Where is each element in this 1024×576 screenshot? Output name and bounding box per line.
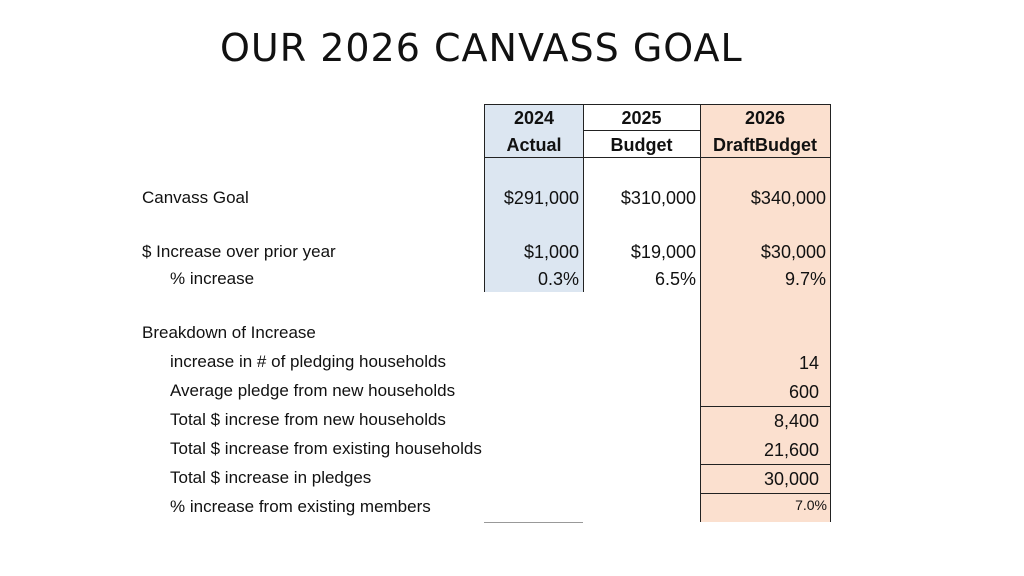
breakdown-value: 600 — [700, 382, 819, 403]
breakdown-value: 30,000 — [700, 469, 819, 490]
breakdown-label: % increase from existing members — [170, 497, 431, 517]
breakdown-divider-3 — [700, 493, 831, 494]
header-2025-label: Budget — [583, 135, 700, 156]
pct-increase-2024: 0.3% — [484, 269, 579, 290]
breakdown-divider-2 — [700, 464, 831, 465]
header-2026-label: DraftBudget — [700, 135, 830, 156]
header-2026-year: 2026 — [700, 108, 830, 129]
header-top-border — [484, 104, 831, 105]
breakdown-value: 7.0% — [700, 497, 827, 513]
col-2026-right-border — [830, 104, 831, 522]
canvass-goal-2025: $310,000 — [583, 188, 696, 209]
breakdown-divider-1 — [700, 406, 831, 407]
header-mid-border — [583, 130, 700, 131]
pct-increase-label: % increase — [170, 269, 254, 289]
col-2024-bottom-stub — [484, 522, 583, 523]
header-2025-year: 2025 — [583, 108, 700, 129]
breakdown-label: increase in # of pledging households — [170, 352, 446, 372]
increase-2025: $19,000 — [583, 242, 696, 263]
breakdown-value: 21,600 — [700, 440, 819, 461]
canvass-goal-2026: $340,000 — [700, 188, 826, 209]
breakdown-label: Average pledge from new households — [170, 381, 455, 401]
header-2024-year: 2024 — [484, 108, 584, 129]
increase-2024: $1,000 — [484, 242, 579, 263]
breakdown-value: 8,400 — [700, 411, 819, 432]
breakdown-label: Total $ increase from existing household… — [170, 439, 482, 459]
canvass-goal-label: Canvass Goal — [142, 188, 249, 208]
pct-increase-2025: 6.5% — [583, 269, 696, 290]
page-title: OUR 2026 CANVASS GOAL — [220, 26, 743, 70]
canvass-goal-2024: $291,000 — [484, 188, 579, 209]
breakdown-value: 14 — [700, 353, 819, 374]
increase-label: $ Increase over prior year — [142, 242, 336, 262]
pct-increase-2026: 9.7% — [700, 269, 826, 290]
header-2024-label: Actual — [484, 135, 584, 156]
breakdown-label: Total $ increase in pledges — [170, 468, 371, 488]
increase-2026: $30,000 — [700, 242, 826, 263]
header-bottom-border — [484, 157, 831, 158]
breakdown-heading: Breakdown of Increase — [142, 323, 316, 343]
breakdown-label: Total $ increse from new households — [170, 410, 446, 430]
